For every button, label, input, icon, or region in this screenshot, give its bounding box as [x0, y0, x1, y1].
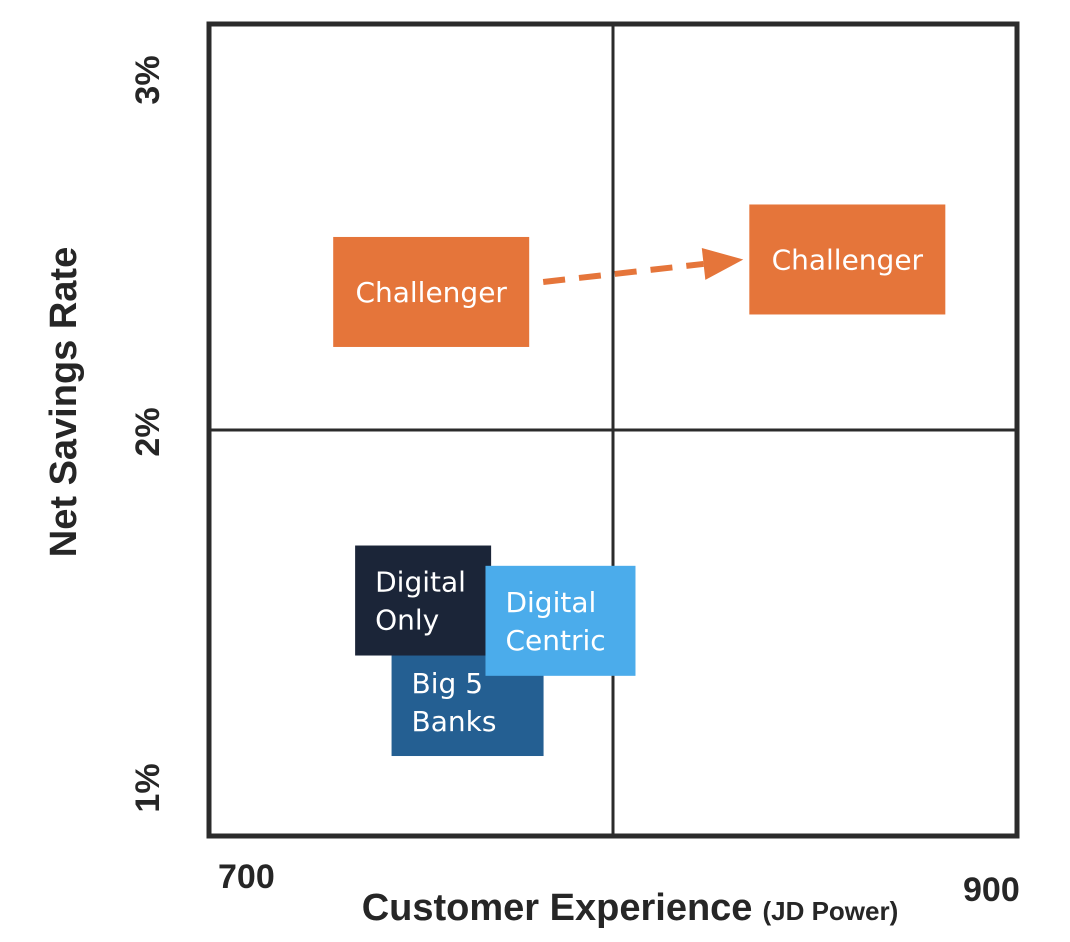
x-axis-label: Customer Experience — [362, 887, 753, 929]
x-axis-note: (JD Power) — [762, 896, 898, 926]
arrow-head — [701, 248, 744, 280]
point-box-challenger-before — [333, 236, 530, 347]
point-label-challenger-after-0: Challenger — [772, 243, 924, 276]
point-label-big-5-banks-0: Big 5 — [412, 667, 483, 700]
point-label-challenger-before-0: Challenger — [355, 276, 507, 309]
x-axis-title: Customer Experience (JD Power) — [362, 887, 899, 929]
point-label-digital-only-0: Digital — [375, 566, 466, 599]
point-challenger-before: Challenger — [333, 236, 530, 347]
point-label-digital-centric-1: Centric — [505, 624, 605, 657]
x-tick-min: 700 — [218, 858, 275, 896]
point-label-big-5-banks-1: Banks — [412, 705, 497, 738]
point-box-digital-only — [355, 545, 492, 656]
y-axis-title: Net Savings Rate — [43, 247, 85, 557]
plot-area — [206, 21, 1020, 839]
point-big-5-banks: Big 5 Banks — [391, 648, 544, 757]
arrow-line — [542, 260, 704, 285]
point-box-challenger-after — [749, 204, 946, 315]
y-tick-3: 3% — [129, 55, 167, 104]
point-box-digital-centric — [485, 565, 636, 676]
chart-marks: Challenger Challenger Big 5 Banks Digital Onl… — [333, 204, 946, 757]
point-digital-only: Digital Only — [355, 545, 492, 656]
x-tick-max: 900 — [963, 871, 1020, 909]
point-label-digital-only-1: Only — [375, 604, 439, 637]
y-tick-1: 1% — [129, 763, 167, 812]
point-challenger-after: Challenger — [749, 204, 946, 315]
point-digital-centric: Digital Centric — [485, 565, 636, 676]
point-label-digital-centric-0: Digital — [505, 586, 596, 619]
y-tick-2: 2% — [129, 407, 167, 456]
